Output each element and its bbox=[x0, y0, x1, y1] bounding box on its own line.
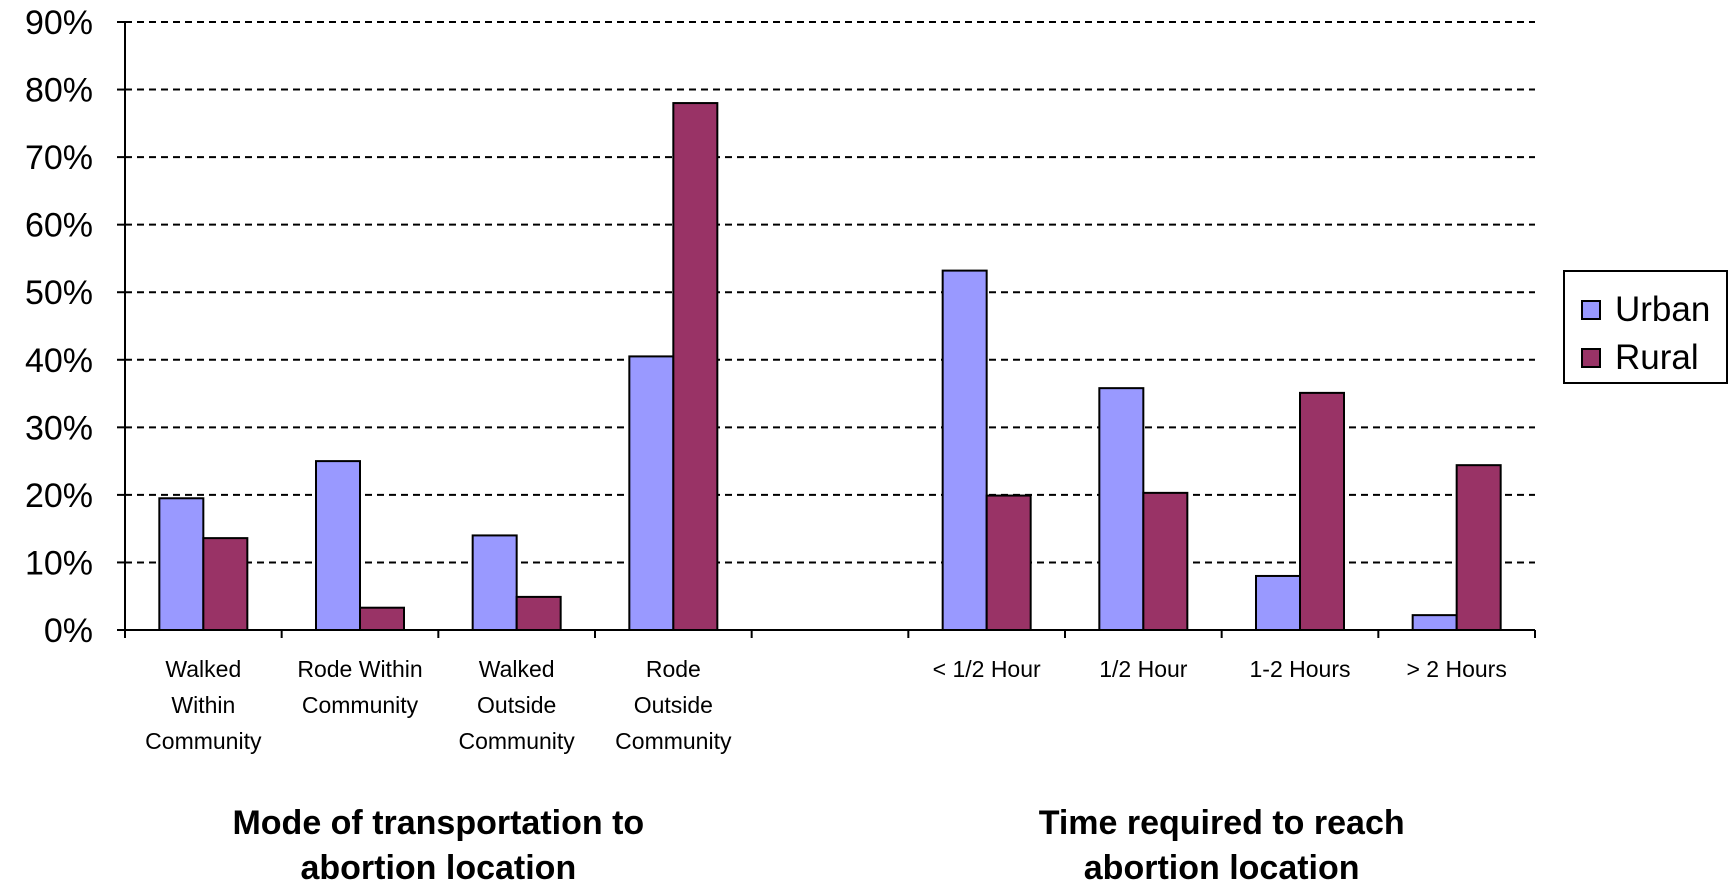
y-tick-label: 60% bbox=[25, 207, 93, 245]
bar-urban bbox=[1098, 387, 1145, 632]
group-title: Time required to reach bbox=[1039, 804, 1405, 842]
bar-urban bbox=[941, 269, 988, 631]
axes bbox=[124, 22, 1535, 631]
legend-item-rural: Rural bbox=[1581, 338, 1699, 378]
bar-urban bbox=[1411, 614, 1458, 631]
x-tick-label: Rode Within bbox=[297, 656, 422, 682]
x-tick-label: Community bbox=[459, 728, 576, 754]
bar-urban bbox=[315, 460, 361, 631]
bar-urban bbox=[628, 355, 675, 631]
x-tick-label: Community bbox=[145, 728, 262, 754]
x-tick-label: Walked bbox=[479, 656, 555, 682]
legend-label-urban: Urban bbox=[1615, 290, 1711, 329]
legend: Urban Rural bbox=[1563, 270, 1728, 384]
y-tick-label: 80% bbox=[25, 72, 93, 110]
legend-label-rural: Rural bbox=[1615, 338, 1699, 377]
bar-rural bbox=[1299, 391, 1345, 631]
y-tick-label: 70% bbox=[25, 139, 93, 177]
bar-urban bbox=[158, 497, 205, 631]
x-tick-label: Community bbox=[302, 692, 419, 718]
x-tick-label: Rode bbox=[646, 656, 701, 682]
x-tick-label: Community bbox=[615, 728, 732, 754]
y-tick-label: 0% bbox=[44, 612, 93, 650]
y-tick-label: 10% bbox=[25, 544, 93, 582]
bar-rural bbox=[672, 102, 719, 632]
bar-urban bbox=[1255, 574, 1301, 632]
bar-rural bbox=[202, 537, 249, 632]
x-tick-label: < 1/2 Hour bbox=[933, 656, 1041, 682]
bar-rural bbox=[1142, 491, 1189, 631]
legend-swatch-urban bbox=[1581, 300, 1601, 320]
y-tick-label: 40% bbox=[25, 342, 93, 380]
group-title: abortion location bbox=[300, 849, 576, 884]
y-axis-ticks: 0% 10% 20% 30% 40% 50% 60% 70% 80% 90% bbox=[25, 4, 125, 650]
bar-rural bbox=[359, 606, 405, 631]
bars bbox=[158, 102, 1502, 632]
y-tick-label: 20% bbox=[25, 477, 93, 515]
y-tick-label: 30% bbox=[25, 409, 93, 447]
x-tick-label: Walked bbox=[165, 656, 241, 682]
group-title: Mode of transportation to bbox=[232, 804, 644, 842]
group-title: abortion location bbox=[1084, 849, 1360, 884]
legend-swatch-rural bbox=[1581, 348, 1601, 368]
bar-rural bbox=[985, 494, 1032, 632]
x-tick-label: Within bbox=[171, 692, 235, 718]
bar-rural bbox=[1455, 464, 1502, 632]
x-tick-label: 1-2 Hours bbox=[1250, 656, 1351, 682]
y-tick-label: 90% bbox=[25, 4, 93, 42]
y-tick-label: 50% bbox=[25, 274, 93, 312]
bar-rural bbox=[515, 595, 562, 631]
legend-item-urban: Urban bbox=[1581, 290, 1710, 330]
x-tick-label: 1/2 Hour bbox=[1099, 656, 1188, 682]
bar-urban bbox=[471, 534, 518, 632]
x-tick-label: > 2 Hours bbox=[1406, 656, 1506, 682]
x-tick-label: Outside bbox=[477, 692, 556, 718]
x-axis-ticks: Walked Within Community Rode Within Communit… bbox=[124, 630, 1536, 754]
x-tick-label: Outside bbox=[634, 692, 713, 718]
group-titles: Mode of transportation to abortion locati… bbox=[232, 804, 1404, 884]
